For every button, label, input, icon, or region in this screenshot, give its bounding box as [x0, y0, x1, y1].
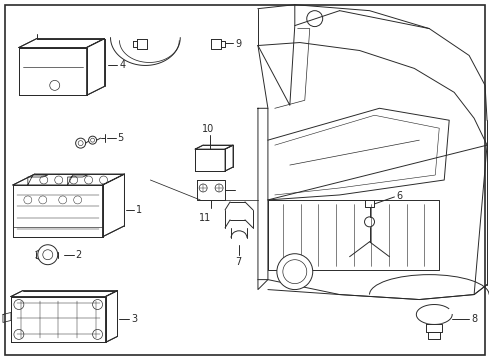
Polygon shape [11, 297, 105, 342]
Text: 1: 1 [136, 205, 143, 215]
Circle shape [277, 254, 313, 289]
Polygon shape [19, 39, 104, 48]
Polygon shape [428, 332, 440, 339]
Polygon shape [426, 324, 442, 332]
Polygon shape [19, 48, 87, 95]
Text: 4: 4 [120, 60, 125, 71]
Text: 8: 8 [471, 314, 477, 324]
Text: 10: 10 [202, 124, 215, 134]
Polygon shape [195, 149, 225, 171]
Text: 7: 7 [235, 257, 241, 267]
Polygon shape [87, 39, 104, 95]
Text: 5: 5 [118, 133, 124, 143]
Polygon shape [13, 185, 102, 237]
Polygon shape [13, 174, 124, 185]
Text: 6: 6 [396, 191, 403, 201]
Circle shape [38, 245, 58, 265]
Polygon shape [195, 145, 233, 149]
Polygon shape [11, 291, 118, 297]
Text: 3: 3 [131, 314, 138, 324]
Polygon shape [105, 291, 118, 342]
Text: 9: 9 [235, 39, 241, 49]
Polygon shape [102, 174, 124, 237]
Polygon shape [197, 180, 225, 200]
Polygon shape [225, 145, 233, 171]
Text: 11: 11 [199, 213, 211, 223]
Text: 2: 2 [75, 250, 82, 260]
